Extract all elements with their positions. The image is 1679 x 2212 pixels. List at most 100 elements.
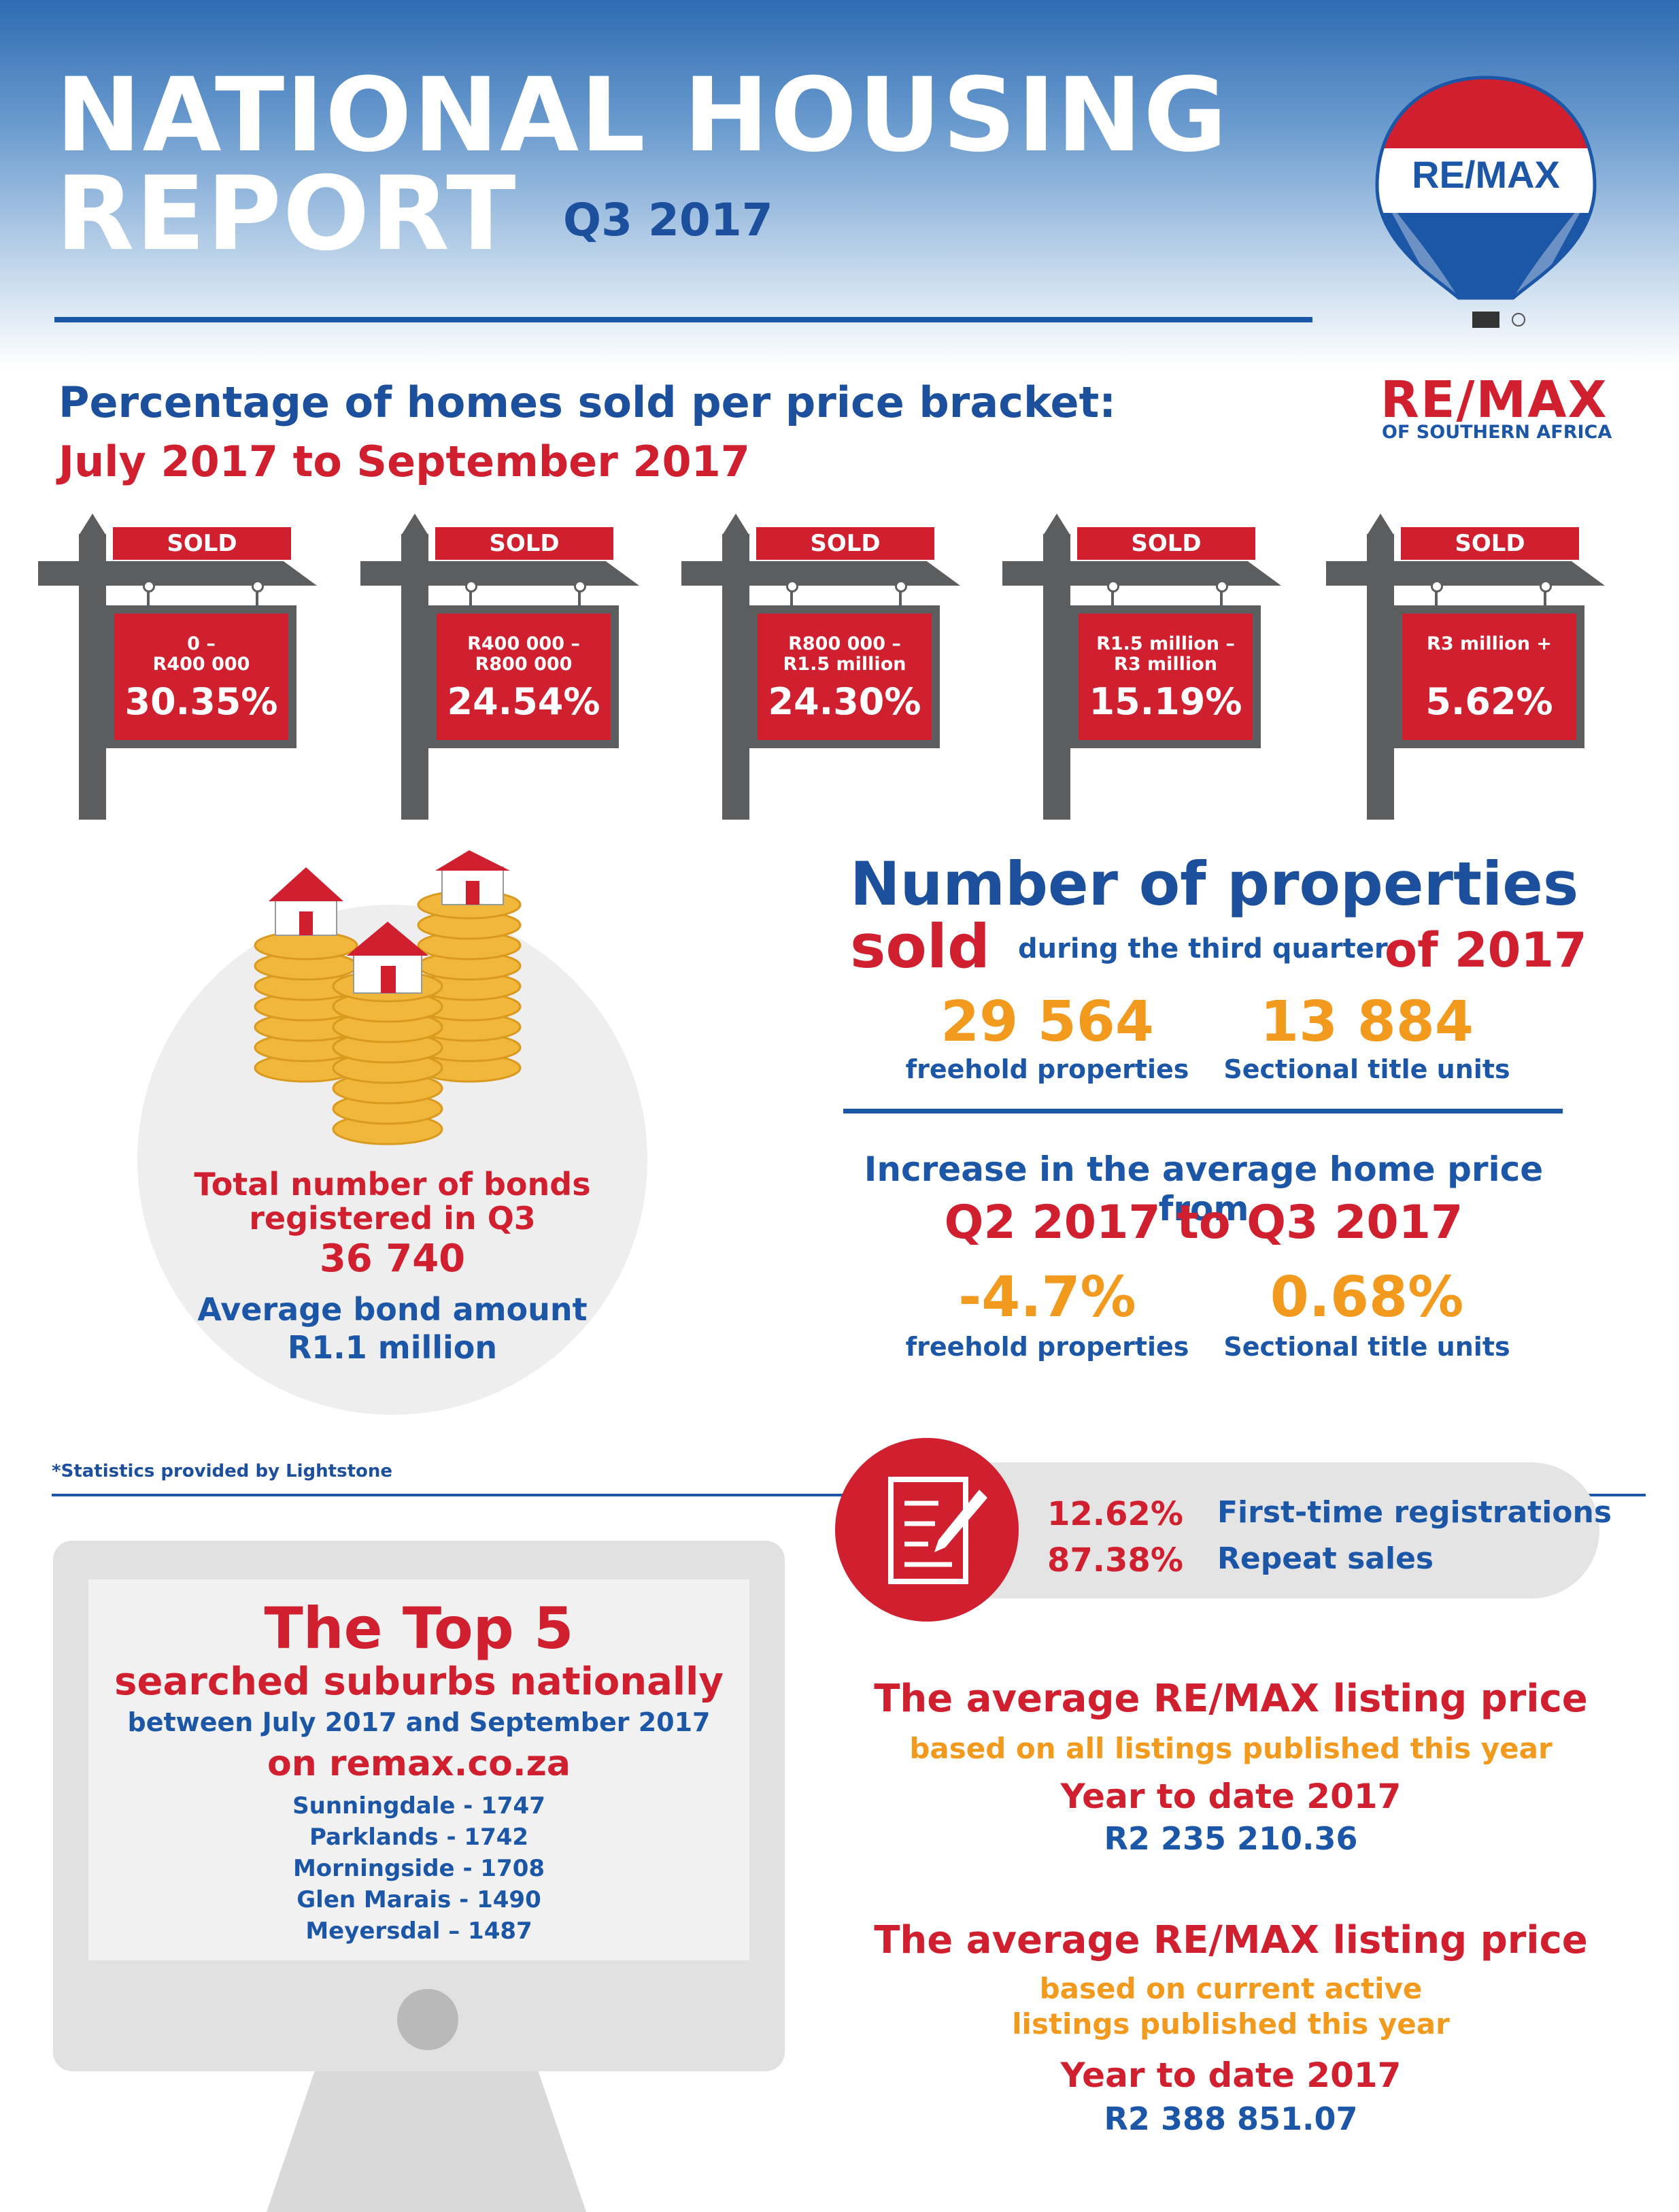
average-bond-label: Average bond amount — [197, 1291, 588, 1328]
sold-sign-bracket-2: SOLD R400 000 – R800 000 24.54% — [360, 514, 673, 820]
sold-banner: SOLD — [756, 527, 934, 560]
sold-banner: SOLD — [1077, 527, 1255, 560]
sectional-sold-count: 13 884 — [1260, 990, 1474, 1054]
sign-arm — [1326, 561, 1605, 586]
source-note: *Statistics provided by Lightstone — [52, 1461, 393, 1481]
bonds-registered-value: 36 740 — [319, 1237, 466, 1281]
price-increase-period: Q2 2017 to Q3 2017 — [944, 1196, 1463, 1250]
properties-sold-title: Number of properties — [850, 849, 1579, 919]
first-time-percent: 12.62% — [1047, 1495, 1183, 1533]
price-range: R800 000 – R1.5 million — [783, 633, 906, 675]
sign-hook — [574, 580, 586, 606]
sectional-price-change: 0.68% — [1270, 1265, 1464, 1330]
sectional-sold-label: Sectional title units — [1223, 1054, 1510, 1084]
price-increase-heading: Increase in the average home price from — [864, 1150, 1544, 1228]
suburb-list: Sunningdale - 1747 Parklands - 1742 Morn… — [88, 1790, 749, 1947]
top5-period: between July 2017 and September 2017 — [127, 1707, 711, 1737]
price-percent: 24.54% — [447, 680, 600, 723]
price-bracket-heading: Percentage of homes sold per price brack… — [58, 378, 1117, 427]
post-cap — [1043, 514, 1070, 535]
average-bond-value: R1.1 million — [287, 1329, 498, 1366]
price-range: R1.5 million – R3 million — [1096, 633, 1235, 675]
listing-price-value-all: R2 235 210.36 — [1104, 1820, 1358, 1857]
price-board: R3 million + 5.62% — [1394, 605, 1584, 748]
first-time-label: First-time registrations — [1217, 1495, 1612, 1530]
list-item: Glen Marais - 1490 — [296, 1886, 541, 1913]
monitor-stand — [267, 2071, 586, 2212]
report-title-line2: REPORT — [56, 155, 518, 273]
listing-price-value-active: R2 388 851.07 — [1104, 2100, 1358, 2137]
sign-hook — [1431, 580, 1443, 606]
registrations-icon-circle — [835, 1438, 1019, 1622]
listing-price-title-all: The average RE/MAX listing price — [874, 1677, 1588, 1721]
freehold-sold-label: freehold properties — [905, 1054, 1189, 1084]
monitor-button — [397, 1989, 458, 2050]
monitor-screen — [88, 1579, 749, 1960]
sign-hook — [1540, 580, 1552, 606]
top5-subtitle: searched suburbs nationally — [114, 1660, 724, 1704]
remax-logo-text: RE/MAX — [1380, 371, 1608, 429]
sign-arm — [1002, 561, 1281, 586]
sign-hook — [465, 580, 477, 606]
post-cap — [1367, 514, 1394, 535]
report-quarter: Q3 2017 — [563, 194, 773, 246]
sign-arm — [360, 561, 639, 586]
price-range: R400 000 – R800 000 — [467, 633, 580, 675]
sign-hook — [895, 580, 907, 606]
price-board: R400 000 – R800 000 24.54% — [428, 605, 619, 748]
price-percent: 15.19% — [1089, 680, 1242, 723]
price-percent: 24.30% — [768, 680, 921, 723]
price-percent: 5.62% — [1425, 680, 1553, 723]
listing-price-title-active: The average RE/MAX listing price — [874, 1918, 1588, 1962]
price-board: R1.5 million – R3 million 15.19% — [1070, 605, 1261, 748]
sign-arm — [38, 561, 317, 586]
repeat-sales-label: Repeat sales — [1217, 1541, 1434, 1576]
sign-hook — [786, 580, 798, 606]
sign-hook — [1216, 580, 1228, 606]
price-range: 0 – R400 000 — [152, 633, 250, 675]
top5-title: The Top 5 — [264, 1595, 574, 1662]
post-cap — [79, 514, 106, 535]
list-item: Meyersdal – 1487 — [305, 1917, 532, 1945]
top5-site: on remax.co.za — [267, 1743, 571, 1784]
post-cap — [401, 514, 428, 535]
list-item: Parklands - 1742 — [309, 1824, 529, 1851]
remax-balloon-logo: RE/MAX — [1375, 76, 1597, 328]
freehold-change-label: freehold properties — [905, 1332, 1189, 1362]
listing-price-subtitle-active: based on current active listings publish… — [1012, 1972, 1450, 2041]
sign-hook — [143, 580, 155, 606]
sign-hook — [252, 580, 264, 606]
document-pen-icon — [888, 1477, 987, 1584]
price-percent: 30.35% — [124, 680, 278, 723]
price-board: R800 000 – R1.5 million 24.30% — [749, 605, 940, 748]
list-item: Sunningdale - 1747 — [292, 1792, 545, 1820]
price-board: 0 – R400 000 30.35% — [106, 605, 296, 748]
sold-sign-bracket-5: SOLD R3 million + 5.62% — [1326, 514, 1639, 820]
listing-price-ytd-all: Year to date 2017 — [1060, 1777, 1402, 1816]
remax-logo-subtitle: OF SOUTHERN AFRICA — [1382, 422, 1612, 443]
list-item: Morningside - 1708 — [292, 1855, 545, 1882]
properties-sold-during: during the third quarter — [1018, 933, 1388, 965]
header-divider — [54, 317, 1312, 322]
repeat-sales-percent: 87.38% — [1047, 1541, 1183, 1579]
properties-sold-word: sold — [850, 911, 990, 982]
sold-banner: SOLD — [435, 527, 613, 560]
post-cap — [722, 514, 749, 535]
section-divider — [843, 1109, 1563, 1113]
balloon-brand-text: RE/MAX — [1412, 153, 1560, 196]
freehold-sold-count: 29 564 — [940, 990, 1154, 1054]
listing-price-subtitle-all: based on all listings published this yea… — [909, 1732, 1553, 1765]
sign-hook — [1107, 580, 1119, 606]
sign-arm — [681, 561, 960, 586]
sold-sign-bracket-4: SOLD R1.5 million – R3 million 15.19% — [1002, 514, 1315, 820]
sold-sign-bracket-1: SOLD 0 – R400 000 30.35% — [38, 514, 351, 820]
report-title-line1: NATIONAL HOUSING — [56, 56, 1229, 175]
sectional-change-label: Sectional title units — [1223, 1332, 1510, 1362]
bonds-registered-label: Total number of bonds registered in Q3 — [194, 1166, 591, 1237]
sold-banner: SOLD — [113, 527, 291, 560]
sold-sign-bracket-3: SOLD R800 000 – R1.5 million 24.30% — [681, 514, 994, 820]
price-range: R3 million + — [1427, 633, 1552, 654]
sold-banner: SOLD — [1401, 527, 1579, 560]
listing-price-ytd-active: Year to date 2017 — [1060, 2056, 1402, 2095]
freehold-price-change: -4.7% — [958, 1265, 1136, 1330]
